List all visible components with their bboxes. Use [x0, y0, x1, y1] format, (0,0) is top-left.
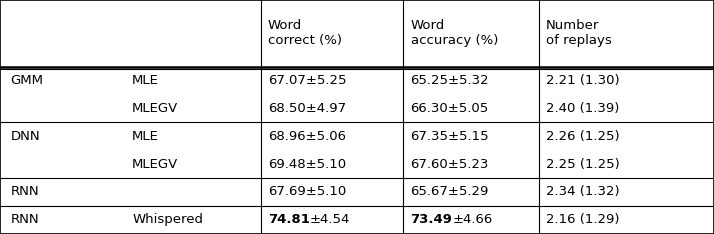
Text: 2.34 (1.32): 2.34 (1.32): [546, 186, 620, 198]
Text: Word
accuracy (%): Word accuracy (%): [411, 19, 498, 47]
Text: 65.67±5.29: 65.67±5.29: [411, 186, 489, 198]
Text: 2.25 (1.25): 2.25 (1.25): [546, 158, 620, 171]
Text: 2.21 (1.30): 2.21 (1.30): [546, 74, 620, 87]
Text: 67.69±5.10: 67.69±5.10: [268, 186, 346, 198]
Text: 73.49: 73.49: [411, 213, 453, 226]
Text: MLE: MLE: [132, 74, 159, 87]
Text: 67.60±5.23: 67.60±5.23: [411, 158, 489, 171]
Text: 65.25±5.32: 65.25±5.32: [411, 74, 489, 87]
Text: DNN: DNN: [11, 130, 40, 143]
Text: MLE: MLE: [132, 130, 159, 143]
Text: 68.50±4.97: 68.50±4.97: [268, 102, 346, 115]
Text: Number
of replays: Number of replays: [546, 19, 612, 47]
Text: 68.96±5.06: 68.96±5.06: [268, 130, 346, 143]
Text: 69.48±5.10: 69.48±5.10: [268, 158, 346, 171]
Text: 67.07±5.25: 67.07±5.25: [268, 74, 346, 87]
Text: ±4.54: ±4.54: [310, 213, 350, 226]
Text: 2.26 (1.25): 2.26 (1.25): [546, 130, 620, 143]
Text: GMM: GMM: [11, 74, 44, 87]
Text: RNN: RNN: [11, 213, 39, 226]
Text: 2.40 (1.39): 2.40 (1.39): [546, 102, 620, 115]
Text: 66.30±5.05: 66.30±5.05: [411, 102, 489, 115]
Text: 2.16 (1.29): 2.16 (1.29): [546, 213, 620, 226]
Text: ±4.66: ±4.66: [453, 213, 493, 226]
Text: RNN: RNN: [11, 186, 39, 198]
Text: Whispered: Whispered: [132, 213, 203, 226]
Text: 74.81: 74.81: [268, 213, 310, 226]
Text: Word
correct (%): Word correct (%): [268, 19, 342, 47]
Text: MLEGV: MLEGV: [132, 158, 178, 171]
Text: MLEGV: MLEGV: [132, 102, 178, 115]
Text: 67.35±5.15: 67.35±5.15: [411, 130, 489, 143]
